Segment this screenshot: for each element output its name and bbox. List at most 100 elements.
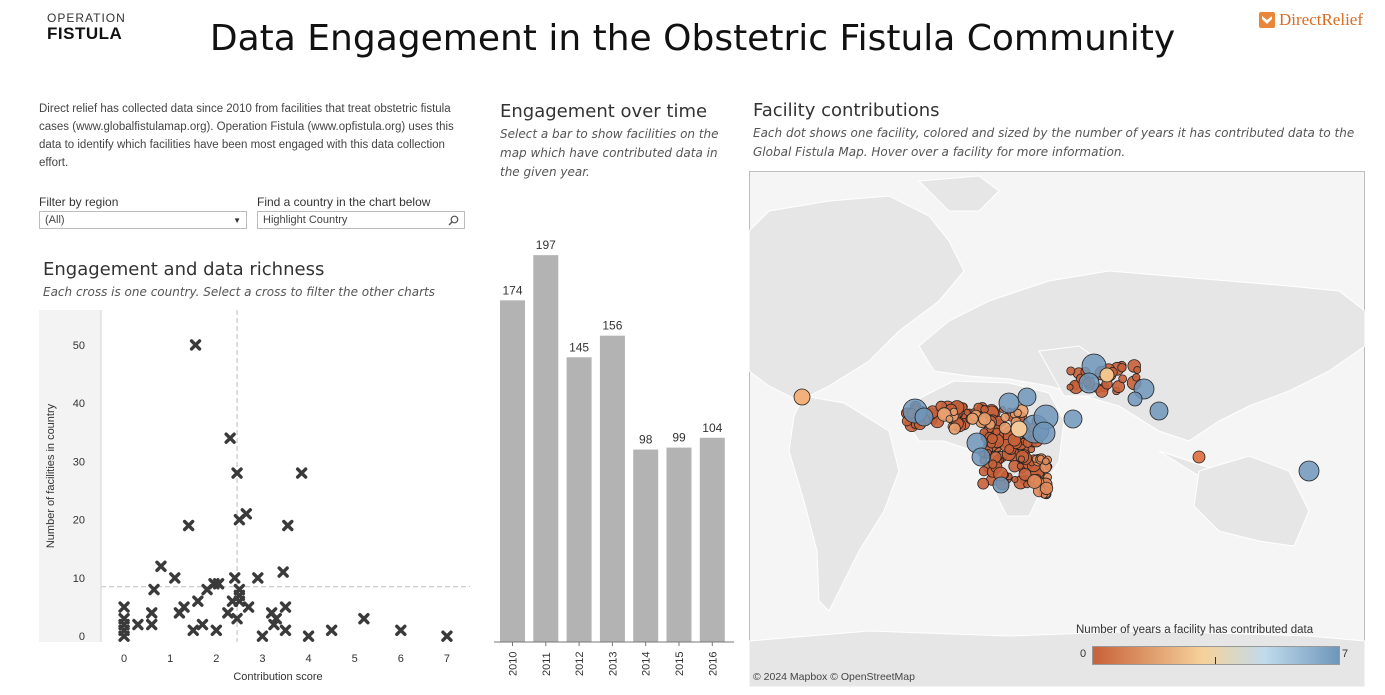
facility-dot[interactable]	[1041, 457, 1050, 466]
country-cross-marker[interactable]	[441, 630, 453, 642]
facility-dot[interactable]	[1017, 387, 1037, 407]
facility-dot[interactable]	[1099, 367, 1115, 383]
country-cross-marker[interactable]	[169, 572, 181, 584]
country-cross-marker[interactable]	[224, 432, 236, 444]
facility-dot[interactable]	[978, 412, 992, 426]
facility-dot[interactable]	[966, 412, 979, 425]
facility-dot[interactable]	[1027, 474, 1042, 489]
facility-dot[interactable]	[998, 421, 1012, 435]
country-cross-marker[interactable]	[146, 607, 158, 619]
facility-dot[interactable]	[1298, 460, 1320, 482]
country-cross-marker[interactable]	[229, 572, 241, 584]
facility-dot[interactable]	[963, 408, 971, 416]
country-cross-marker[interactable]	[395, 624, 407, 637]
facility-dot[interactable]	[1127, 391, 1143, 407]
facility-dot[interactable]	[914, 407, 934, 427]
country-cross-marker[interactable]	[132, 618, 144, 631]
facility-dot[interactable]	[1063, 409, 1083, 429]
facility-map[interactable]	[749, 171, 1365, 687]
facility-dot[interactable]	[1013, 408, 1022, 418]
facility-dot[interactable]	[945, 415, 954, 423]
country-cross-marker[interactable]	[146, 618, 158, 631]
facility-dot[interactable]	[948, 422, 961, 435]
country-cross-marker[interactable]	[277, 566, 289, 578]
facility-dot[interactable]	[1112, 380, 1125, 393]
facility-dot[interactable]	[1039, 481, 1054, 495]
facility-dot[interactable]	[1078, 372, 1100, 394]
facility-dot[interactable]	[998, 392, 1020, 414]
year-bar[interactable]	[599, 335, 625, 642]
scatter-band	[39, 310, 101, 642]
facility-dot[interactable]	[1018, 468, 1032, 481]
bar-subtitle: Select a bar to show facilities on the m…	[500, 127, 719, 179]
country-cross-marker[interactable]	[242, 601, 255, 613]
country-cross-marker[interactable]	[282, 519, 294, 532]
country-cross-marker[interactable]	[182, 519, 195, 532]
country-cross-marker[interactable]	[231, 467, 243, 479]
year-bar[interactable]	[699, 437, 725, 642]
facility-dot[interactable]	[992, 476, 1010, 494]
direct-relief-mark-icon	[1258, 12, 1275, 28]
facility-dot[interactable]	[1117, 363, 1127, 373]
facility-dot[interactable]	[793, 388, 811, 406]
country-cross-marker[interactable]	[192, 595, 204, 607]
country-cross-marker[interactable]	[231, 613, 243, 625]
facility-dot[interactable]	[980, 405, 989, 414]
scatter-subtitle: Each cross is one country. Select a cros…	[43, 285, 435, 299]
facility-dot[interactable]	[1118, 374, 1128, 384]
year-bar[interactable]	[633, 449, 659, 642]
country-cross-marker[interactable]	[256, 630, 269, 642]
country-cross-marker[interactable]	[252, 572, 264, 584]
bar-year-tick: 2010	[508, 652, 520, 676]
country-cross-marker[interactable]	[178, 601, 190, 613]
facility-dot[interactable]	[1011, 475, 1019, 483]
facility-dot[interactable]	[1192, 450, 1206, 464]
facility-dot[interactable]	[1066, 366, 1076, 376]
year-bar[interactable]	[666, 447, 692, 642]
year-bar[interactable]	[566, 357, 592, 642]
facility-dot[interactable]	[987, 433, 998, 444]
country-cross-marker[interactable]	[189, 339, 202, 351]
scatter-x-tick: 4	[306, 653, 312, 665]
region-filter-value: (All)	[45, 214, 65, 226]
scatter-x-tick: 7	[444, 653, 450, 665]
country-cross-marker[interactable]	[222, 607, 234, 619]
country-cross-marker[interactable]	[148, 583, 160, 596]
bar-value-label: 174	[502, 283, 522, 297]
country-cross-marker[interactable]	[358, 613, 370, 625]
country-cross-marker[interactable]	[210, 624, 223, 637]
year-bar[interactable]	[500, 300, 525, 642]
facility-dot[interactable]	[977, 477, 990, 490]
country-cross-marker[interactable]	[270, 613, 282, 625]
year-bar[interactable]	[533, 255, 559, 642]
map-legend-marker	[1215, 657, 1216, 664]
facility-dot[interactable]	[1010, 420, 1028, 438]
facility-dot[interactable]	[1004, 444, 1015, 455]
country-cross-marker[interactable]	[295, 467, 308, 479]
country-cross-marker[interactable]	[187, 624, 199, 637]
scatter-y-tick: 10	[73, 573, 85, 585]
facility-dot[interactable]	[1066, 383, 1074, 391]
country-cross-marker[interactable]	[325, 624, 338, 637]
facility-dot[interactable]	[1133, 366, 1142, 374]
facility-dot[interactable]	[988, 459, 998, 469]
country-cross-marker[interactable]	[118, 601, 130, 613]
country-cross-marker[interactable]	[279, 601, 292, 613]
region-filter-dropdown[interactable]: (All) ▼	[39, 211, 247, 229]
country-cross-marker[interactable]	[279, 624, 292, 637]
facility-dot[interactable]	[1132, 373, 1141, 382]
country-cross-marker[interactable]	[240, 508, 252, 520]
facility-dot[interactable]	[1149, 401, 1169, 421]
country-cross-marker[interactable]	[302, 630, 315, 642]
country-cross-marker[interactable]	[196, 618, 209, 631]
country-cross-marker[interactable]	[118, 613, 130, 625]
country-search-input[interactable]: Highlight Country	[257, 211, 465, 229]
facility-dot[interactable]	[1017, 455, 1026, 463]
facility-dot[interactable]	[1000, 412, 1010, 422]
facility-dot[interactable]	[971, 447, 991, 467]
country-cross-marker[interactable]	[155, 560, 167, 572]
bar-year-tick: 2011	[541, 652, 553, 676]
facility-dot[interactable]	[1032, 421, 1056, 445]
country-cross-marker[interactable]	[233, 595, 246, 607]
country-cross-marker[interactable]	[212, 578, 225, 590]
